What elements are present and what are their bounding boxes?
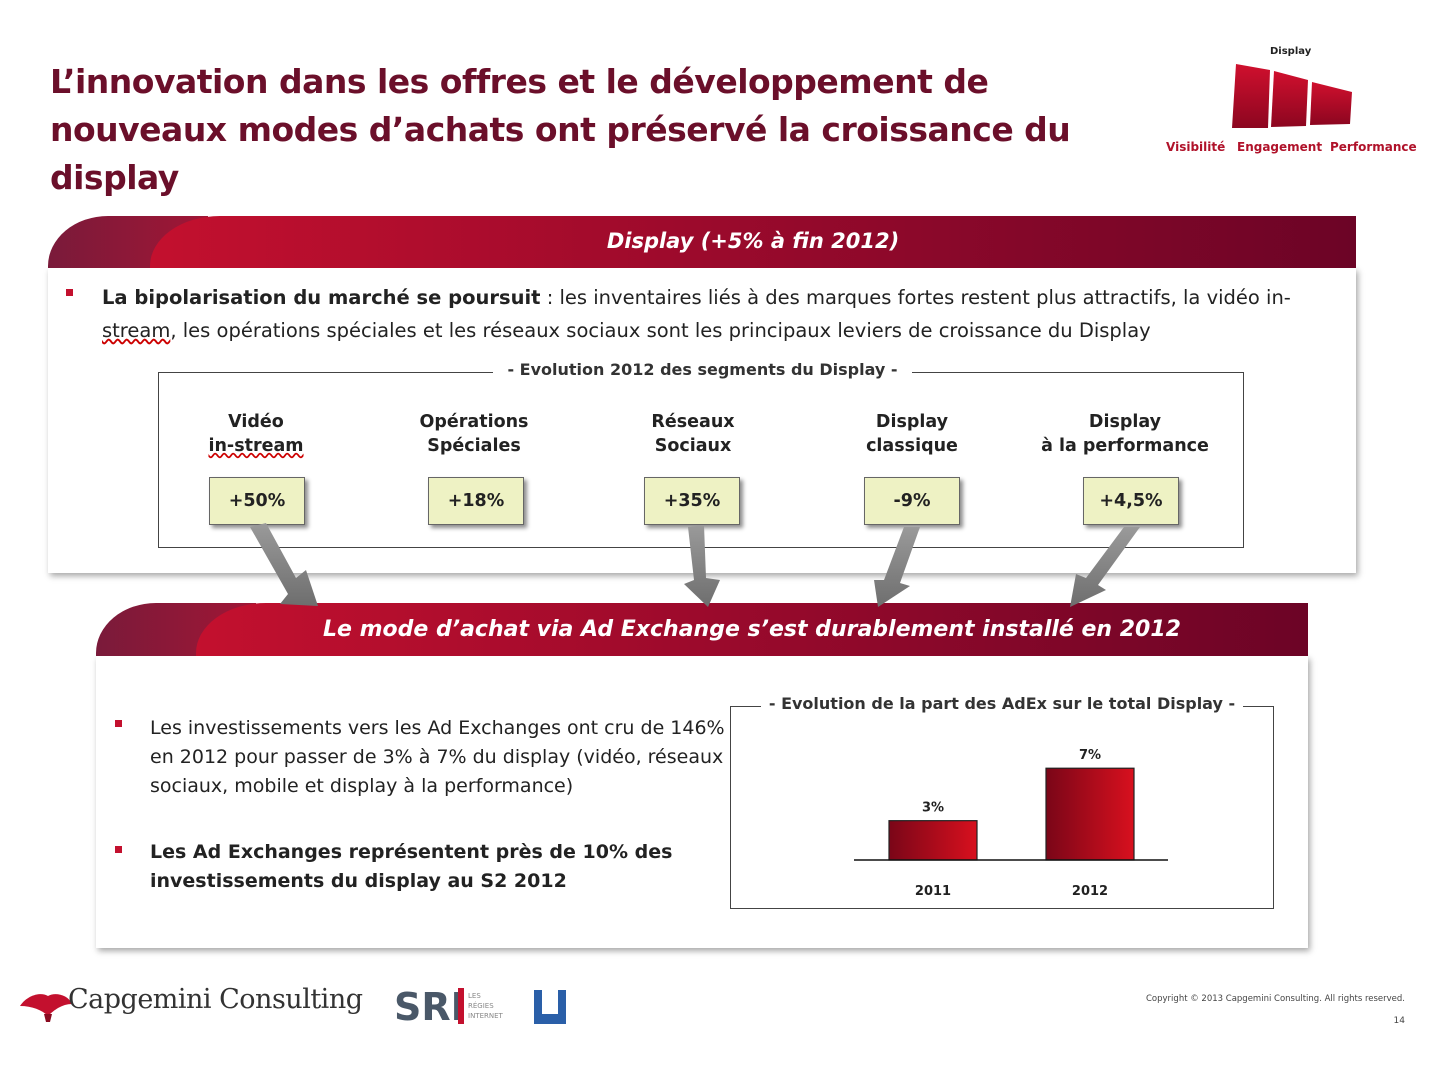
segment-label-operations: Opérations Spéciales: [364, 410, 584, 458]
segment-value-classique: -9%: [864, 477, 960, 525]
adexchange-band-title: Le mode d’achat via Ad Exchange s’est du…: [196, 603, 1308, 656]
segment-label-line2: Sociaux: [654, 436, 732, 456]
bipolarisation-bold: La bipolarisation du marché se poursuit: [102, 286, 541, 309]
segment-label-classique: Display classique: [802, 410, 1022, 458]
segment-label-performance: Display à la performance: [1015, 410, 1235, 458]
adex-bullet-2: Les Ad Exchanges représentent près de 10…: [150, 841, 673, 892]
segment-label-line1: Vidéo: [228, 412, 284, 432]
logo-label-visibilite: Visibilité: [1166, 140, 1226, 154]
segments-title: - Evolution 2012 des segments du Display…: [0, 360, 1440, 379]
segment-label-line1: Opérations: [419, 412, 529, 432]
bar-2012: [1045, 767, 1135, 861]
page-title: L’innovation dans les offres et le dével…: [50, 62, 1071, 197]
bar-2011: [888, 820, 978, 861]
segment-label-line1: Display: [1088, 412, 1162, 432]
segment-label-reseaux: Réseaux Sociaux: [583, 410, 803, 458]
bipolarisation-text-stream: stream: [102, 319, 171, 342]
logo-label-performance: Performance: [1330, 140, 1417, 154]
segment-value-operations: +18%: [428, 477, 524, 525]
sri-sub-3: INTERNET: [468, 1012, 504, 1020]
segment-label-video: Vidéo in-stream: [146, 410, 366, 458]
bipolarisation-text-1: : les inventaires liés à des marques for…: [540, 286, 1291, 309]
segment-label-line1: Display: [875, 412, 949, 432]
segments-title-text: - Evolution 2012 des segments du Display…: [493, 360, 912, 379]
segment-label-line2: Spéciales: [427, 436, 521, 456]
segment-label-line2: in-stream: [208, 436, 304, 456]
copyright-text: Copyright © 2013 Capgemini Consulting. A…: [1146, 994, 1405, 1004]
segment-label-line1: Réseaux: [651, 412, 735, 432]
data-label-2012: 7%: [1079, 748, 1101, 763]
bullet-marker: [66, 289, 73, 296]
sri-sub-2: RÉGIES: [468, 1001, 494, 1010]
page-number: 14: [1393, 1016, 1405, 1026]
sri-logo: SRI LES RÉGIES INTERNET: [394, 986, 566, 1026]
sri-sub-1: LES: [468, 992, 481, 1000]
segment-label-line2: à la performance: [1041, 436, 1209, 456]
logo-label-engagement: Engagement: [1237, 140, 1323, 154]
sri-logo-text: SRI: [394, 986, 465, 1026]
segment-value-video: +50%: [209, 477, 305, 525]
bipolarisation-paragraph: La bipolarisation du marché se poursuit …: [102, 281, 1327, 347]
data-label-2011: 3%: [922, 801, 944, 816]
display-band-title: Display (+5% à fin 2012): [150, 216, 1356, 268]
display-funnel-logo-icon: [1232, 64, 1352, 128]
x-tick-2011: 2011: [915, 884, 951, 899]
bullet-marker: [115, 720, 122, 727]
segment-value-performance: +4,5%: [1083, 477, 1179, 525]
capgemini-spade-icon: [20, 994, 72, 1022]
chart-title: - Evolution de la part des AdEx sur le t…: [752, 694, 1252, 713]
capgemini-logo-text: Capgemini Consulting: [68, 984, 363, 1015]
adex-bullet-1: Les investissements vers les Ad Exchange…: [150, 717, 725, 797]
adex-bar-chart: 3% 2011 7% 2012: [854, 748, 1168, 899]
segment-value-reseaux: +35%: [644, 477, 740, 525]
bullet-marker: [115, 846, 122, 853]
bipolarisation-text-2: , les opérations spéciales et les réseau…: [170, 319, 1151, 342]
chart-title-text: - Evolution de la part des AdEx sur le t…: [760, 694, 1244, 713]
segment-label-line2: classique: [866, 436, 958, 456]
x-tick-2012: 2012: [1072, 884, 1108, 899]
logo-display-label: Display: [1270, 46, 1312, 57]
